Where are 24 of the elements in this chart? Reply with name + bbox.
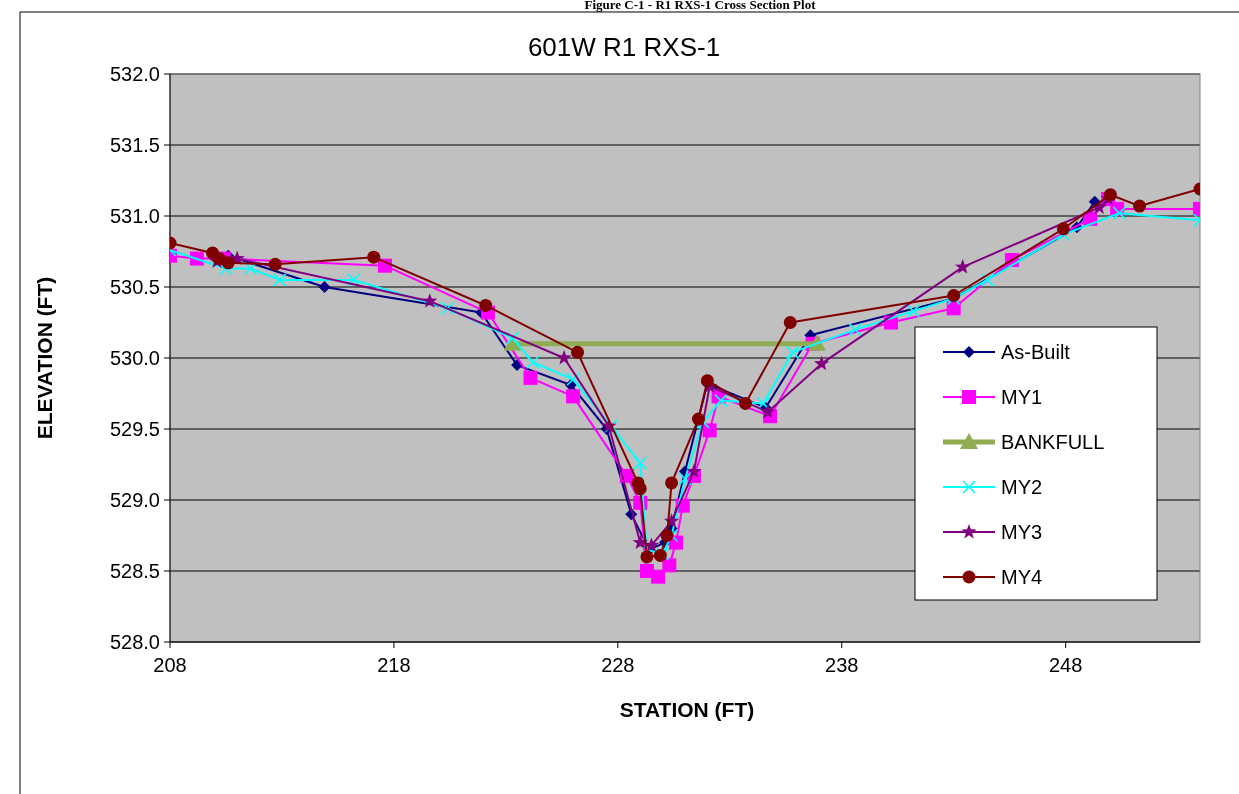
legend-label: BANKFULL — [1001, 431, 1105, 453]
y-tick-label: 530.0 — [109, 347, 160, 369]
y-tick-label: 531.0 — [109, 205, 160, 227]
legend-label: MY4 — [1001, 566, 1043, 588]
x-tick-label: 228 — [601, 654, 635, 676]
legend-label: MY1 — [1001, 386, 1043, 408]
y-tick-label: 529.0 — [109, 489, 160, 511]
y-tick-label: 531.5 — [109, 134, 160, 156]
x-tick-label: 248 — [1048, 654, 1083, 676]
y-tick-label: 529.5 — [109, 418, 160, 440]
y-tick-label: 528.0 — [109, 631, 160, 653]
x-tick-label: 238 — [825, 654, 859, 676]
y-tick-label: 532.0 — [109, 63, 160, 85]
legend-label: MY2 — [1001, 476, 1043, 498]
y-tick-label: 528.5 — [109, 560, 160, 582]
text: Figure C-1 - R1 RXS-1 Cross Section Plot — [584, 0, 817, 12]
chart-title: 601W R1 RXS-1 — [527, 32, 721, 62]
y-tick-label: 530.5 — [109, 276, 160, 298]
legend-label: MY3 — [1001, 521, 1043, 543]
y-axis-title: ELEVATION (FT) — [33, 276, 56, 440]
x-tick-label: 208 — [153, 654, 187, 676]
x-tick-label: 218 — [377, 654, 411, 676]
x-axis-title: STATION (FT) — [619, 698, 755, 721]
legend-label: As-Built — [1001, 341, 1071, 363]
